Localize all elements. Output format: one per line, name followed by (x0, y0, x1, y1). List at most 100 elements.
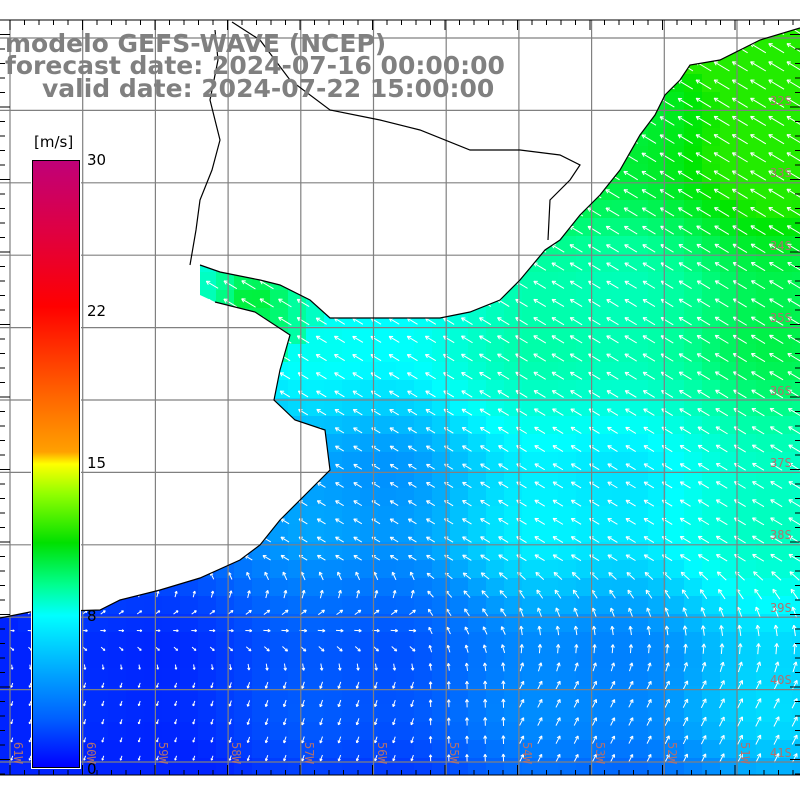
speed-cell (630, 614, 649, 633)
speed-cell (324, 344, 343, 363)
speed-cell (198, 380, 217, 399)
model-title: modelo GEFS-WAVE (NCEP) (5, 29, 387, 58)
valid-date: valid date: 2024-07-22 15:00:00 (42, 74, 495, 103)
speed-cell (432, 434, 451, 453)
speed-cell (594, 272, 613, 291)
speed-cell (702, 254, 721, 273)
speed-cell (450, 434, 469, 453)
wind-arrow (410, 663, 415, 671)
speed-cell (396, 776, 415, 795)
speed-cell (594, 344, 613, 363)
wind-arrow (701, 643, 707, 654)
wind-arrow (133, 153, 146, 162)
speed-cell (756, 344, 775, 363)
speed-cell (684, 704, 703, 723)
speed-cell (666, 380, 685, 399)
wind-arrow (479, 426, 491, 434)
wind-arrow (646, 625, 651, 636)
wind-arrow (664, 717, 670, 726)
wind-arrow (133, 135, 145, 143)
speed-cell (324, 776, 343, 795)
wind-arrow (151, 190, 164, 198)
speed-cell (684, 722, 703, 741)
wind-arrow (446, 644, 451, 653)
speed-cell (306, 506, 325, 525)
speed-cell (612, 578, 631, 597)
speed-cell (0, 776, 19, 795)
wind-arrow (152, 336, 163, 343)
speed-cell (468, 632, 487, 651)
speed-cell (792, 416, 800, 435)
wind-arrow (392, 663, 397, 671)
speed-cell (576, 452, 595, 471)
wind-arrow (174, 682, 178, 688)
speed-cell (486, 164, 505, 183)
speed-cell (756, 308, 775, 327)
wind-arrow (731, 97, 748, 108)
wind-arrow (426, 463, 435, 470)
wind-arrow (641, 61, 657, 72)
speed-cell (306, 254, 325, 273)
speed-cell (126, 326, 145, 345)
wind-arrow (210, 682, 214, 689)
colorbar-label-15: 15 (87, 454, 107, 472)
wind-arrow (407, 518, 417, 525)
speed-cell (270, 614, 289, 633)
speed-cell (504, 596, 523, 615)
speed-cell (144, 362, 163, 381)
wind-arrow (642, 371, 656, 380)
speed-cell (738, 110, 757, 129)
wind-arrow (695, 152, 712, 163)
speed-cell (432, 218, 451, 237)
speed-cell (162, 236, 181, 255)
wind-arrow (373, 718, 378, 726)
wind-arrow (750, 188, 767, 199)
wind-arrow (355, 754, 360, 762)
wind-arrow (207, 372, 217, 379)
wind-arrow (338, 663, 342, 671)
wind-arrow (480, 481, 491, 489)
speed-cell (630, 344, 649, 363)
wind-arrow (570, 445, 582, 453)
speed-cell (288, 650, 307, 669)
speed-cell (288, 380, 307, 399)
speed-cell (702, 776, 721, 795)
speed-cell (162, 650, 181, 669)
speed-cell (144, 614, 163, 633)
wind-arrow (283, 754, 287, 762)
speed-cell (594, 596, 613, 615)
wind-arrow (245, 628, 253, 633)
wind-arrow (369, 189, 383, 198)
wind-arrow (135, 446, 143, 451)
wind-arrow (683, 662, 689, 672)
wind-arrow (642, 317, 656, 326)
speed-cell (90, 344, 109, 363)
wind-arrow (696, 353, 711, 362)
wind-arrow (353, 500, 363, 507)
wind-arrow (624, 371, 637, 380)
wind-arrow (586, 134, 602, 144)
speed-cell (648, 632, 667, 651)
wind-arrow (244, 445, 253, 452)
speed-cell (684, 560, 703, 579)
wind-arrow (628, 717, 634, 726)
wind-arrow (319, 736, 323, 744)
wind-arrow (532, 152, 548, 163)
wind-arrow (334, 281, 345, 289)
speed-cell (414, 254, 433, 273)
wind-arrow (191, 629, 197, 633)
wind-arrow (679, 481, 691, 489)
speed-cell (414, 506, 433, 525)
wind-arrow (574, 644, 579, 654)
speed-cell (432, 596, 451, 615)
speed-cell (360, 200, 379, 219)
speed-cell (594, 452, 613, 471)
speed-cell (792, 308, 800, 327)
wind-arrow (770, 481, 783, 489)
speed-cell (252, 146, 271, 165)
wind-arrow (773, 753, 780, 763)
speed-cell (774, 452, 793, 471)
wind-arrow (333, 262, 346, 271)
speed-cell (738, 632, 757, 651)
wind-arrow (551, 335, 565, 344)
